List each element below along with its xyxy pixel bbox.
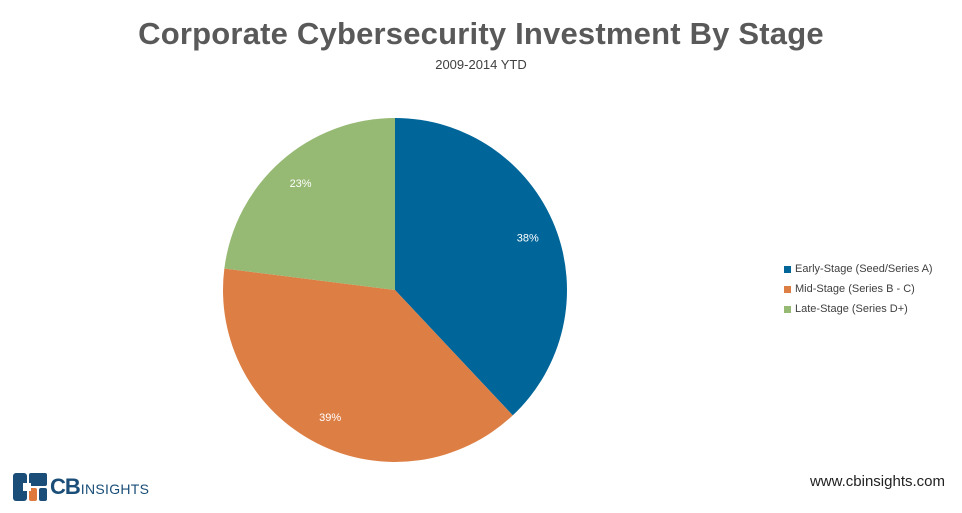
pie-slice-0 xyxy=(395,118,567,416)
legend-label-1: Mid-Stage (Series B - C) xyxy=(795,283,915,295)
pie-slice-label-1: 39% xyxy=(319,412,341,424)
chart-legend: Early-Stage (Seed/Series A) Mid-Stage (Se… xyxy=(784,259,933,319)
chart-subtitle: 2009-2014 YTD xyxy=(435,57,527,72)
legend-label-0: Early-Stage (Seed/Series A) xyxy=(795,263,933,275)
cb-insights-logo: CB INSIGHTS xyxy=(13,473,149,501)
legend-item-1: Mid-Stage (Series B - C) xyxy=(784,279,933,299)
logo-cb-text: CB xyxy=(50,474,81,499)
legend-label-2: Late-Stage (Series D+) xyxy=(795,303,908,315)
chart-title: Corporate Cybersecurity Investment By St… xyxy=(138,16,824,51)
legend-swatch-2 xyxy=(784,305,791,313)
pie-slice-label-2: 23% xyxy=(290,178,312,190)
cb-insights-logo-mark xyxy=(13,473,47,501)
legend-swatch-0 xyxy=(784,265,791,273)
logo-insights-text: INSIGHTS xyxy=(80,481,150,497)
pie-slice-2 xyxy=(224,118,395,290)
pie-slice-label-0: 38% xyxy=(517,232,539,244)
legend-item-2: Late-Stage (Series D+) xyxy=(784,299,933,319)
legend-item-0: Early-Stage (Seed/Series A) xyxy=(784,259,933,279)
legend-swatch-1 xyxy=(784,285,791,293)
pie-slice-1 xyxy=(223,268,513,462)
website-url: www.cbinsights.com xyxy=(809,473,945,490)
